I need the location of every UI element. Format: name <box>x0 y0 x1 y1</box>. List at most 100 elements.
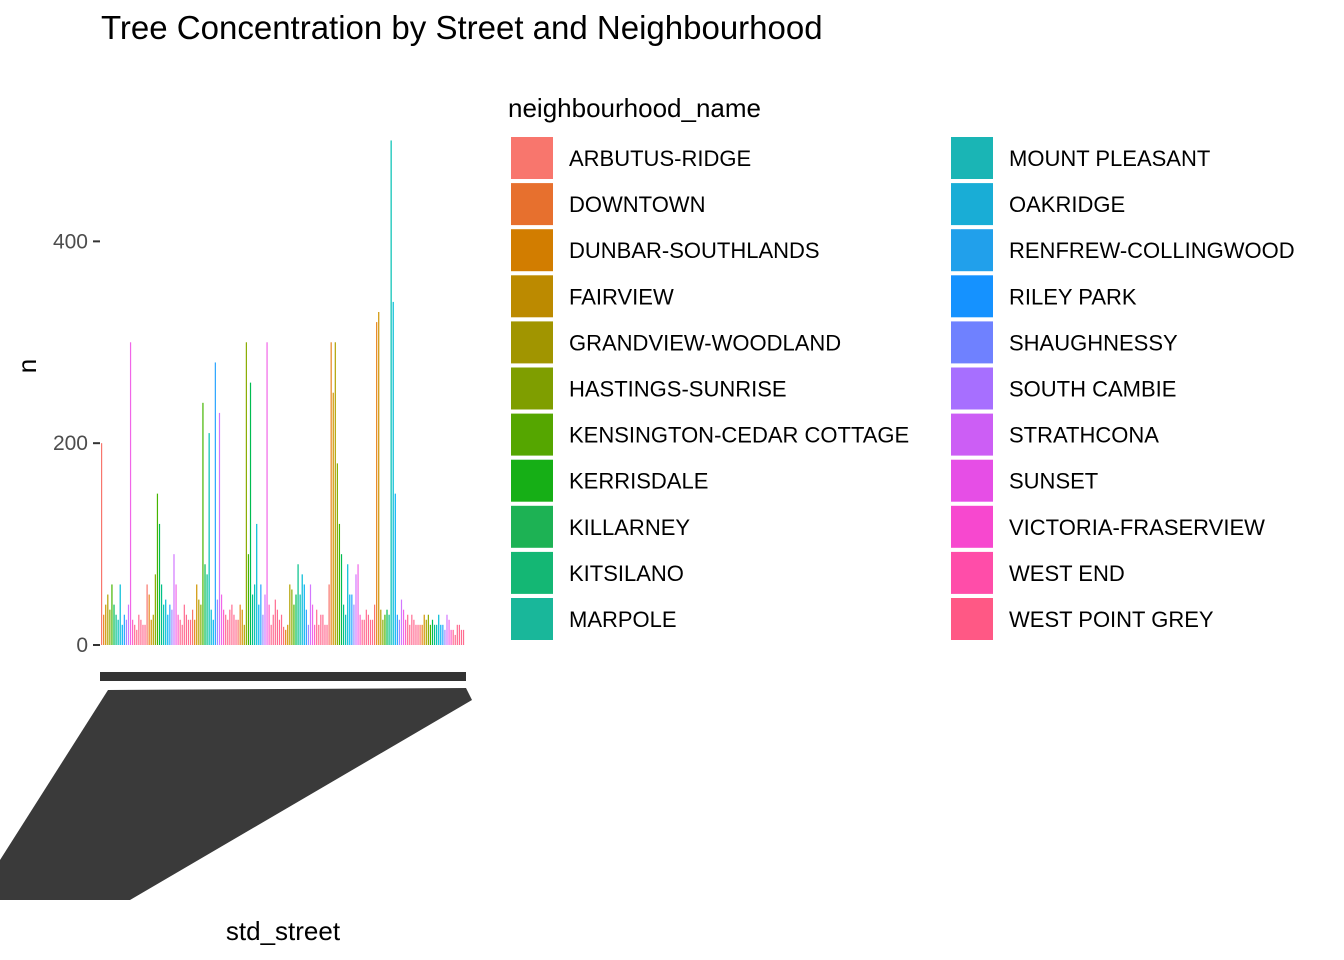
bar <box>423 614 425 645</box>
bar <box>297 564 299 645</box>
legend-item: HASTINGS-SUNRISE <box>509 365 787 412</box>
bar <box>454 634 456 645</box>
bar <box>303 584 305 645</box>
legend-swatch <box>509 365 555 412</box>
legend-swatch <box>949 273 995 320</box>
bar <box>260 584 262 645</box>
bar <box>287 624 289 645</box>
legend: ARBUTUS-RIDGE DOWNTOWN DUNBAR-SOUTHLANDS FA… <box>509 135 1295 642</box>
bar <box>442 624 444 645</box>
legend-swatch <box>509 503 555 550</box>
bar <box>115 614 117 645</box>
bar <box>167 614 169 645</box>
legend-item: SUNSET <box>949 457 1098 504</box>
bar <box>256 523 258 645</box>
bar <box>431 619 434 645</box>
legend-item: STRATHCONA <box>949 411 1159 458</box>
bar <box>173 554 175 645</box>
bar <box>194 619 196 645</box>
bar <box>394 493 396 645</box>
legend-swatch <box>949 319 995 366</box>
bar <box>266 342 268 645</box>
legend-item: KITSILANO <box>509 549 684 596</box>
legend-label: SUNSET <box>1009 469 1098 494</box>
bar <box>311 604 314 645</box>
bar <box>334 342 336 645</box>
bar <box>305 609 307 645</box>
bar <box>200 604 202 645</box>
bar <box>202 402 204 645</box>
bar <box>150 619 152 645</box>
bar <box>185 614 187 645</box>
bar <box>374 604 376 645</box>
bar <box>438 614 440 645</box>
bar <box>152 614 154 645</box>
bar <box>214 362 216 645</box>
legend-item: RILEY PARK <box>949 273 1137 320</box>
bar <box>272 614 274 645</box>
bar <box>142 624 144 645</box>
bar <box>210 609 212 645</box>
x-axis-title: std_street <box>226 916 341 946</box>
legend-label: ARBUTUS-RIDGE <box>569 146 751 171</box>
legend-swatch <box>949 181 995 228</box>
legend-swatch <box>509 319 555 366</box>
bar <box>187 619 190 645</box>
x-tick-strip <box>100 672 466 681</box>
bar <box>136 629 138 645</box>
bar <box>280 614 283 645</box>
bar <box>245 342 247 645</box>
bar <box>169 604 171 645</box>
legend-item: SHAUGHNESSY <box>949 319 1178 366</box>
bar <box>421 624 423 645</box>
bar <box>289 584 291 645</box>
bar <box>456 624 458 645</box>
bar <box>163 604 165 645</box>
bar <box>357 564 359 645</box>
bar <box>208 433 210 645</box>
bar <box>276 609 278 645</box>
bar <box>105 604 107 645</box>
bar <box>355 574 357 645</box>
bar <box>216 599 219 645</box>
legend-item: RENFREW-COLLINGWOOD <box>949 227 1295 274</box>
bar <box>258 604 260 645</box>
bar <box>177 614 179 645</box>
bar <box>376 322 378 645</box>
bar <box>291 589 293 645</box>
bar <box>264 594 266 645</box>
legend-label: SOUTH CAMBIE <box>1009 377 1176 402</box>
legend-label: DOWNTOWN <box>569 192 705 217</box>
legend-swatch <box>949 596 995 642</box>
legend-item: GRANDVIEW-WOODLAND <box>509 319 841 366</box>
bar <box>175 584 177 645</box>
legend-swatch <box>509 181 555 228</box>
bar <box>121 624 123 645</box>
bar <box>229 609 231 645</box>
bar <box>436 624 438 645</box>
bar <box>400 599 403 645</box>
legend-item: DUNBAR-SOUTHLANDS <box>509 227 820 274</box>
bar <box>448 619 450 645</box>
legend-swatch <box>509 457 555 504</box>
bar <box>125 619 128 645</box>
bar <box>233 614 235 645</box>
bar <box>409 624 411 645</box>
legend-item: KENSINGTON-CEDAR COTTAGE <box>509 411 909 458</box>
legend-item: FAIRVIEW <box>509 273 674 320</box>
legend-swatch <box>509 411 555 458</box>
legend-item: OAKRIDGE <box>949 181 1125 228</box>
legend-item: MOUNT PLEASANT <box>949 135 1210 181</box>
legend-label: STRATHCONA <box>1009 423 1159 448</box>
legend-label: KILLARNEY <box>569 515 690 540</box>
y-tick-label: 0 <box>76 634 88 657</box>
bar <box>402 609 405 645</box>
bar <box>192 609 194 645</box>
bar <box>134 624 136 645</box>
bar <box>283 626 285 645</box>
bar <box>330 342 332 645</box>
bar <box>433 624 436 645</box>
legend-swatch <box>949 457 995 504</box>
chart-title: Tree Concentration by Street and Neighbo… <box>101 9 823 46</box>
